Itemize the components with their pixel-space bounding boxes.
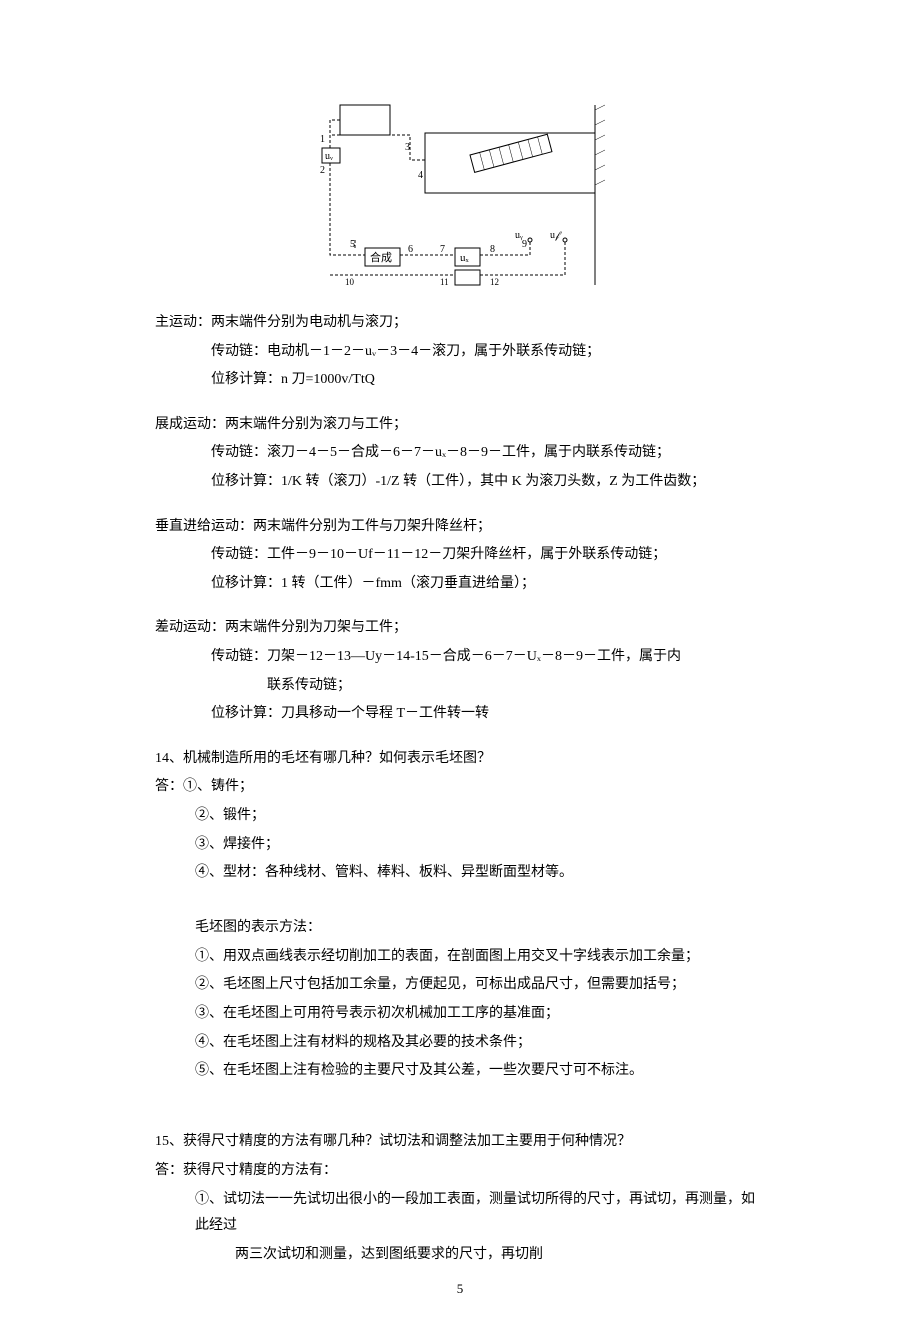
q14-m1: ①、用双点画线表示经切削加工的表面，在剖面图上用交叉十字线表示加工余量； [155,944,765,971]
motion-generate: 展成运动：两末端件分别为滚刀与工件； 传动链：滚刀－4－5－合成－6－7－uₓ－… [155,412,765,496]
svg-text:5: 5 [350,239,355,250]
svg-text:6: 6 [408,244,413,255]
svg-text:3: 3 [405,142,410,153]
svg-text:12: 12 [490,277,499,287]
q14-m2: ②、毛坯图上尺寸包括加工余量，方便起见，可标出成品尺寸，但需要加括号； [155,972,765,999]
motion2-chain: 传动链：滚刀－4－5－合成－6－7－uₓ－8－9－工件，属于内联系传动链； [155,440,765,467]
q14-a1: 答：①、铸件； [155,774,765,801]
question-15: 15、获得尺寸精度的方法有哪几种？试切法和调整法加工主要用于何种情况？ 答：获得… [155,1129,765,1268]
svg-text:uᵧ: uᵧ [515,230,523,241]
q14-a4: ④、型材：各种线材、管料、棒料、板料、异型断面型材等。 [155,860,765,887]
svg-text:4: 4 [418,170,423,181]
q14-a2: ②、锻件； [155,803,765,830]
motion-main: 主运动：两末端件分别为电动机与滚刀； 传动链：电动机－1－2－uᵥ－3－4－滚刀… [155,310,765,394]
q14-m5: ⑤、在毛坯图上注有检验的主要尺寸及其公差，一些次要尺寸可不标注。 [155,1058,765,1085]
q14-question: 14、机械制造所用的毛坯有哪几种？如何表示毛坯图？ [155,746,765,773]
diagram-hecheng-label: 合成 [370,250,392,264]
motion3-chain: 传动链：工件－9－10－Uf－11－12－刀架升降丝杆，属于外联系传动链； [155,542,765,569]
motion3-disp: 位移计算：1 转（工件）－fmm（滚刀垂直进给量）； [155,571,765,598]
svg-text:2: 2 [320,165,325,176]
motion2-title: 展成运动：两末端件分别为滚刀与工件； [155,412,765,439]
svg-text:8: 8 [490,244,495,255]
motion-vertical-feed: 垂直进给运动：两末端件分别为工件与刀架升降丝杆； 传动链：工件－9－10－Uf－… [155,514,765,598]
q15-question: 15、获得尺寸精度的方法有哪几种？试切法和调整法加工主要用于何种情况？ [155,1129,765,1156]
svg-text:10: 10 [345,277,355,287]
q15-m1b: 两三次试切和测量，达到图纸要求的尺寸，再切削 [155,1242,765,1269]
svg-text:11: 11 [440,277,449,287]
kinematic-diagram: 合成 uₓ uᵥ 1 2 3 4 5 6 7 [310,100,610,290]
motion2-disp: 位移计算：1/K 转（滚刀）-1/Z 转（工件），其中 K 为滚刀头数，Z 为工… [155,469,765,496]
q14-method-title: 毛坯图的表示方法： [155,915,765,942]
svg-text:1: 1 [320,134,325,145]
svg-text:7: 7 [440,244,445,255]
motion1-title: 主运动：两末端件分别为电动机与滚刀； [155,310,765,337]
motion4-chain1: 传动链：刀架－12－13—Uy－14-15－合成－6－7－Uₓ－8－9－工件，属… [155,644,765,671]
motion1-chain: 传动链：电动机－1－2－uᵥ－3－4－滚刀，属于外联系传动链； [155,339,765,366]
q14-a3: ③、焊接件； [155,832,765,859]
page-number: 5 [0,1277,920,1302]
svg-text:9: 9 [522,239,527,250]
motion1-disp: 位移计算：n 刀=1000v/TtQ [155,367,765,394]
diagram-ux-label: uₓ [460,252,470,264]
motion4-title: 差动运动：两末端件分别为刀架与工件； [155,615,765,642]
motion3-title: 垂直进给运动：两末端件分别为工件与刀架升降丝杆； [155,514,765,541]
motion4-chain2: 联系传动链； [155,673,765,700]
q14-m3: ③、在毛坯图上可用符号表示初次机械加工工序的基准面； [155,1001,765,1028]
motion4-disp: 位移计算：刀具移动一个导程 T－工件转一转 [155,701,765,728]
motion-differential: 差动运动：两末端件分别为刀架与工件； 传动链：刀架－12－13—Uy－14-15… [155,615,765,727]
q15-a-prefix: 答：获得尺寸精度的方法有： [155,1158,765,1185]
diagram-uv-label: uᵥ [325,151,333,162]
svg-text:u𝒻: u𝒻 [550,230,562,241]
q15-m1a: ①、试切法一一先试切出很小的一段加工表面，测量试切所得的尺寸，再试切，再测量，如… [155,1187,765,1240]
question-14: 14、机械制造所用的毛坯有哪几种？如何表示毛坯图？ 答：①、铸件； ②、锻件； … [155,746,765,1085]
q14-m4: ④、在毛坯图上注有材料的规格及其必要的技术条件； [155,1030,765,1057]
